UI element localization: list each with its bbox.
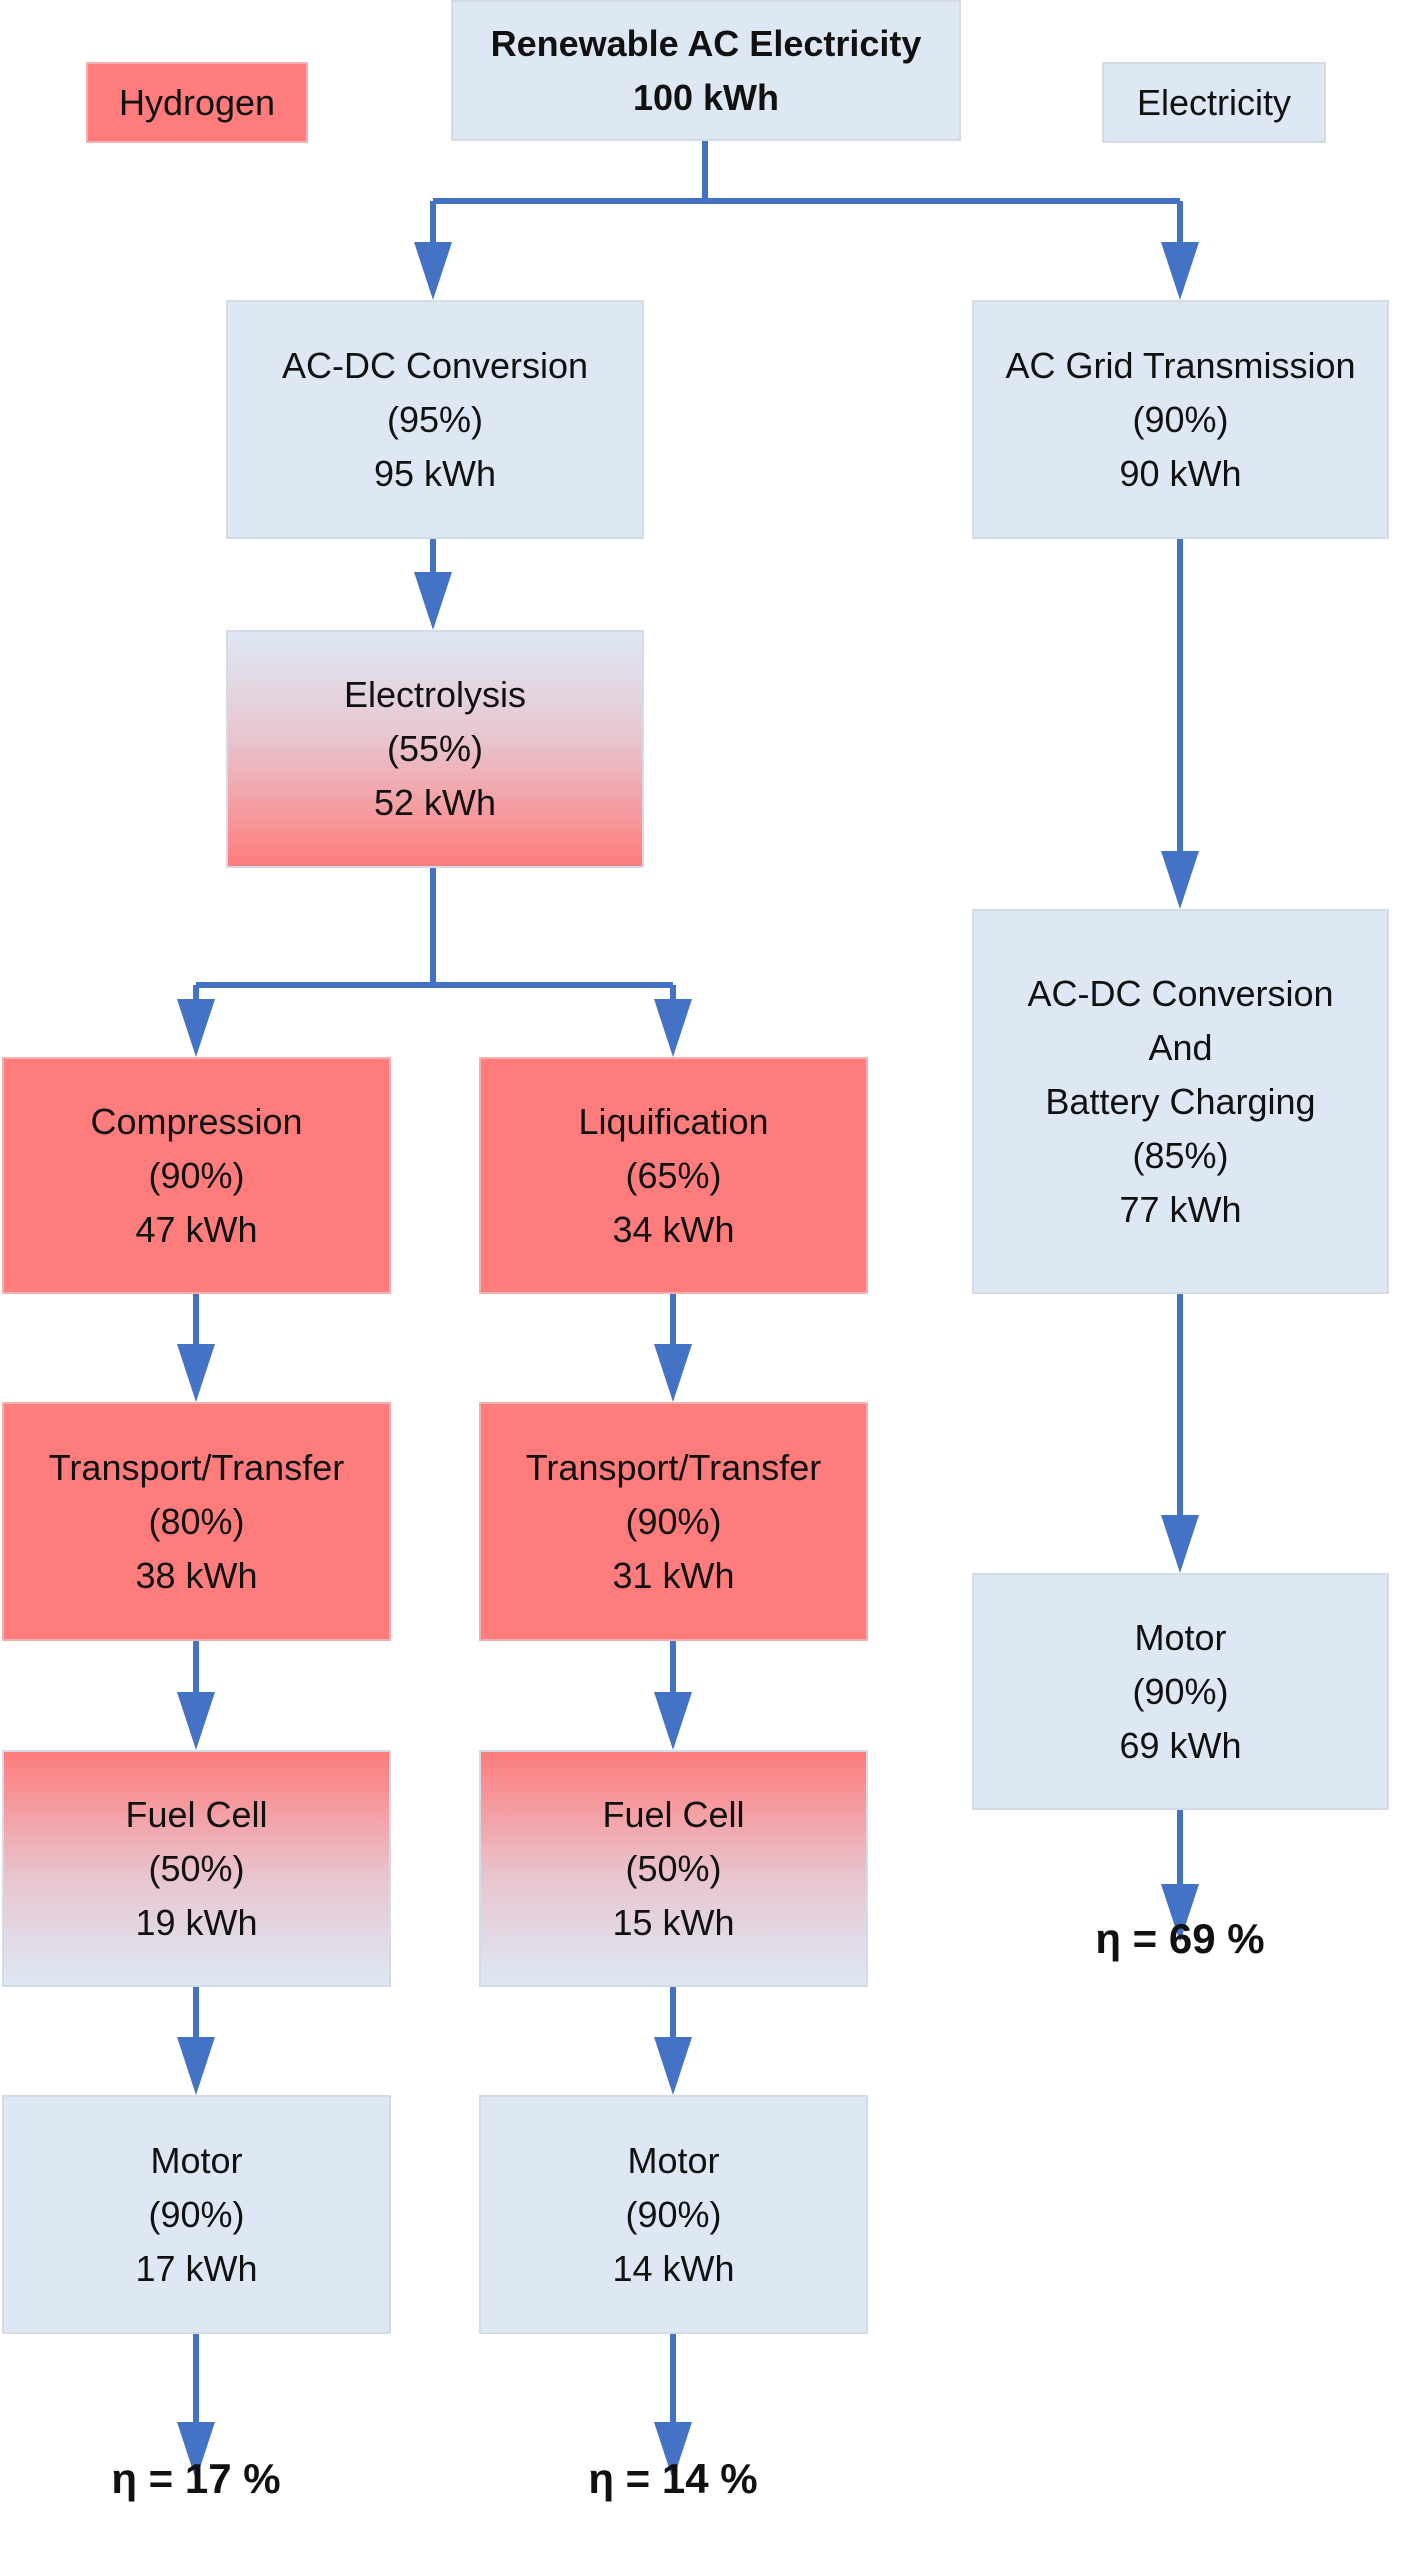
arrowhead-icon [654, 2422, 692, 2480]
source-box: Renewable AC Electricity 100 kWh [451, 0, 961, 141]
step-efficiency: (85%) [1132, 1134, 1229, 1176]
step-efficiency: (90%) [625, 2193, 722, 2235]
liquification-box: Liquification (65%) 34 kWh [479, 1057, 868, 1294]
source-energy: 100 kWh [632, 76, 780, 118]
legend-electricity: Electricity [1102, 62, 1326, 143]
step-name: Motor [150, 2139, 243, 2181]
step-efficiency: (90%) [1132, 1670, 1229, 1712]
motor-compressed-box: Motor (90%) 17 kWh [2, 2095, 391, 2334]
step-efficiency: (55%) [386, 728, 484, 769]
arrowhead-icon [1161, 242, 1199, 300]
ac-grid-transmission-box: AC Grid Transmission (90%) 90 kWh [972, 300, 1389, 539]
step-energy: 69 kWh [1119, 1724, 1242, 1766]
step-energy: 77 kWh [1119, 1188, 1242, 1230]
battery-charging-box: AC-DC Conversion And Battery Charging (8… [972, 909, 1389, 1294]
arrowhead-icon [177, 1692, 215, 1750]
step-efficiency: (90%) [148, 1154, 245, 1196]
step-energy: 90 kWh [1119, 452, 1242, 494]
step-name: AC-DC Conversion [281, 344, 589, 386]
arrowhead-icon [177, 2037, 215, 2095]
legend-hydrogen: Hydrogen [86, 62, 308, 143]
motor-liquid-box: Motor (90%) 14 kWh [479, 2095, 868, 2334]
connector-electrolysis-split [193, 868, 676, 1010]
efficiency-compressed: η = 17 % [111, 2455, 281, 2502]
fuel-cell-compressed-box: Fuel Cell (50%) 19 kWh [2, 1750, 391, 1987]
step-name: Motor [1134, 1616, 1227, 1658]
arrowhead-icon [1161, 1515, 1199, 1573]
fuel-cell-liquid-box: Fuel Cell (50%) 15 kWh [479, 1750, 868, 1987]
step-efficiency: (50%) [625, 1847, 722, 1889]
step-efficiency: (95%) [386, 398, 484, 440]
step-efficiency: (50%) [148, 1847, 245, 1889]
motor-electric-box: Motor (90%) 69 kWh [972, 1573, 1389, 1810]
step-efficiency: (80%) [148, 1500, 245, 1542]
arrowhead-icon [1161, 1884, 1199, 1942]
step-name: Transport/Transfer [525, 1446, 822, 1488]
step-energy: 95 kWh [373, 452, 497, 494]
legend-electricity-label: Electricity [1136, 81, 1292, 123]
step-energy: 17 kWh [135, 2247, 258, 2289]
efficiency-electric: η = 69 % [1095, 1915, 1265, 1962]
step-efficiency: (90%) [1132, 398, 1229, 440]
efficiency-liquid: η = 14 % [588, 2455, 758, 2502]
arrowhead-icon [177, 1344, 215, 1402]
compression-box: Compression (90%) 47 kWh [2, 1057, 391, 1294]
arrowhead-icon [654, 2037, 692, 2095]
acdc-conversion-box: AC-DC Conversion (95%) 95 kWh [226, 300, 644, 539]
arrowhead-icon [414, 572, 452, 630]
transport-liquid-box: Transport/Transfer (90%) 31 kWh [479, 1402, 868, 1641]
step-energy: 47 kWh [135, 1208, 258, 1250]
legend-hydrogen-label: Hydrogen [118, 81, 276, 123]
transport-compressed-box: Transport/Transfer (80%) 38 kWh [2, 1402, 391, 1641]
step-energy: 14 kWh [612, 2247, 735, 2289]
step-name: Fuel Cell [602, 1793, 745, 1835]
arrowhead-icon [654, 999, 692, 1057]
arrowhead-icon [654, 1344, 692, 1402]
electrolysis-box: Electrolysis (55%) 52 kWh [226, 630, 644, 868]
arrowhead-icon [177, 2422, 215, 2480]
step-energy: 31 kWh [612, 1554, 735, 1596]
step-name: Electrolysis [343, 674, 527, 715]
arrowhead-icon [1161, 851, 1199, 909]
step-name: Motor [627, 2139, 720, 2181]
step-name-line3: Battery Charging [1045, 1080, 1316, 1122]
step-name-line2: And [1148, 1026, 1213, 1068]
source-title: Renewable AC Electricity [490, 22, 922, 64]
connector-source [430, 141, 1183, 250]
step-energy: 38 kWh [135, 1554, 258, 1596]
step-name: Fuel Cell [125, 1793, 268, 1835]
step-energy: 52 kWh [373, 782, 497, 823]
step-name: Transport/Transfer [48, 1446, 345, 1488]
step-efficiency: (90%) [625, 1500, 722, 1542]
step-efficiency: (90%) [148, 2193, 245, 2235]
arrowhead-icon [654, 1692, 692, 1750]
step-energy: 15 kWh [612, 1901, 735, 1943]
arrowhead-icon [177, 999, 215, 1057]
step-name: Compression [90, 1100, 303, 1142]
step-name: Liquification [578, 1100, 769, 1142]
step-energy: 34 kWh [612, 1208, 735, 1250]
step-name-line1: AC-DC Conversion [1027, 972, 1334, 1014]
arrowhead-icon [414, 242, 452, 300]
step-efficiency: (65%) [625, 1154, 722, 1196]
step-energy: 19 kWh [135, 1901, 258, 1943]
step-name: AC Grid Transmission [1005, 344, 1356, 386]
